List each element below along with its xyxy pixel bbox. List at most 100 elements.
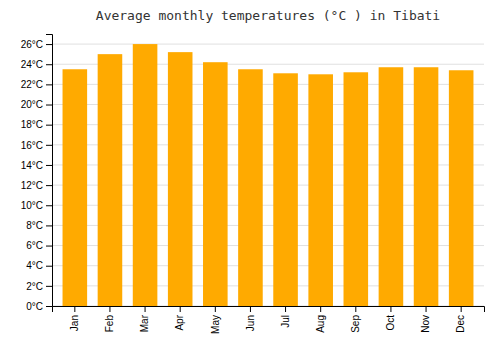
y-tick-mark	[46, 266, 52, 267]
x-tick-mark	[145, 306, 146, 312]
x-tick-label: Jun	[245, 315, 256, 331]
y-tick-mark	[46, 225, 52, 226]
x-tick-label: Sep	[350, 315, 361, 333]
y-tick-label: 4°C	[26, 260, 43, 271]
x-axis-line	[53, 307, 485, 313]
x-tick: Mar	[139, 306, 150, 332]
y-tick-mark	[46, 185, 52, 186]
bar	[133, 44, 158, 306]
y-tick-mark	[46, 205, 52, 206]
x-axis: Jan Feb Mar Apr May Jun Jul Aug Sep Oct Nov Dec	[53, 306, 485, 334]
y-tick-label: 0°C	[26, 301, 43, 312]
bar	[273, 73, 298, 306]
y-tick-mark	[46, 64, 52, 65]
y-tick-mark	[46, 125, 52, 126]
x-tick-mark	[250, 306, 251, 312]
y-tick-label: 20°C	[21, 99, 43, 110]
y-tick-label: 14°C	[21, 160, 43, 171]
y-tick-label: 2°C	[26, 281, 43, 292]
y-tick-mark	[46, 145, 52, 146]
bar	[238, 69, 263, 306]
x-tick-mark	[215, 306, 216, 312]
y-tick: 14°C	[21, 160, 52, 171]
x-tick: May	[210, 306, 221, 334]
y-tick: 26°C	[21, 39, 52, 50]
x-tick: Aug	[315, 306, 326, 333]
y-tick: 2°C	[26, 281, 52, 292]
y-tick-mark	[46, 306, 52, 307]
y-tick: 8°C	[26, 220, 52, 231]
bar	[344, 72, 369, 306]
x-tick-mark	[74, 306, 75, 312]
y-tick-mark	[46, 44, 52, 45]
title: Average monthly temperatures (°C ) in Ti…	[96, 8, 440, 23]
x-tick-mark	[285, 306, 286, 312]
x-tick: Nov	[420, 306, 431, 333]
bar	[98, 54, 123, 306]
x-tick-label: Nov	[420, 315, 431, 333]
y-tick: 4°C	[26, 260, 52, 271]
y-tick: 20°C	[21, 99, 52, 110]
x-tick: Jan	[69, 306, 80, 331]
bar	[308, 74, 333, 306]
bar	[379, 67, 404, 306]
x-tick: Apr	[174, 306, 185, 331]
y-tick: 10°C	[21, 200, 52, 211]
y-tick: 16°C	[21, 140, 52, 151]
x-tick: Sep	[350, 306, 361, 333]
y-tick-label: 8°C	[26, 220, 43, 231]
x-tick: Dec	[455, 306, 466, 333]
y-tick-mark	[46, 165, 52, 166]
y-tick-mark	[46, 246, 52, 247]
x-tick-label: Apr	[174, 314, 185, 330]
y-tick: 12°C	[21, 180, 52, 191]
y-tick: 18°C	[21, 119, 52, 130]
x-tick-mark	[390, 306, 391, 312]
y-tick: 22°C	[21, 79, 52, 90]
y-tick-mark	[46, 286, 52, 287]
y-tick-label: 16°C	[21, 140, 43, 151]
x-tick-label: Oct	[385, 315, 396, 331]
x-tick-label: Dec	[455, 315, 466, 333]
x-tick-mark	[461, 306, 462, 312]
x-tick-mark	[320, 306, 321, 312]
x-tick: Feb	[104, 306, 115, 332]
y-tick-label: 26°C	[21, 39, 43, 50]
x-tick-label: Aug	[315, 315, 326, 333]
x-tick: Jun	[245, 306, 256, 331]
bar	[168, 52, 193, 306]
y-tick-label: 12°C	[21, 180, 43, 191]
bar	[63, 69, 88, 306]
x-tick: Jul	[280, 306, 291, 328]
y-tick: 0°C	[26, 301, 52, 312]
x-tick-mark	[180, 306, 181, 312]
y-tick-mark	[46, 84, 52, 85]
grid	[52, 44, 484, 306]
y-axis: 0°C 2°C 4°C 6°C 8°C 10°C 12°C 14°C 16°C 18°C 20°C 2…	[21, 35, 53, 312]
x-tick-mark	[426, 306, 427, 312]
y-tick-mark	[46, 105, 52, 106]
plot-area: 0°C 2°C 4°C 6°C 8°C 10°C 12°C 14°C 16°C 18°C 20°C 2…	[21, 35, 485, 334]
y-tick: 6°C	[26, 240, 52, 251]
y-tick-label: 18°C	[21, 119, 43, 130]
chart: 0°C 2°C 4°C 6°C 8°C 10°C 12°C 14°C 16°C 18°C 20°C 2…	[0, 0, 500, 350]
x-tick: Oct	[385, 306, 396, 331]
x-tick-label: Mar	[139, 314, 150, 332]
x-tick-mark	[355, 306, 356, 312]
y-tick-label: 24°C	[21, 59, 43, 70]
bars	[63, 44, 474, 306]
x-tick-label: Jul	[280, 315, 291, 328]
y-tick-label: 22°C	[21, 79, 43, 90]
bar	[449, 70, 474, 306]
bar	[414, 67, 439, 306]
x-tick-label: May	[210, 315, 221, 334]
x-tick-mark	[109, 306, 110, 312]
bar	[203, 62, 228, 306]
y-tick-label: 6°C	[26, 240, 43, 251]
x-tick-label: Feb	[104, 315, 115, 333]
y-tick-label: 10°C	[21, 200, 43, 211]
y-tick: 24°C	[21, 59, 52, 70]
grid-line	[52, 44, 484, 45]
y-axis-line	[46, 35, 53, 307]
x-tick-label: Jan	[69, 315, 80, 331]
